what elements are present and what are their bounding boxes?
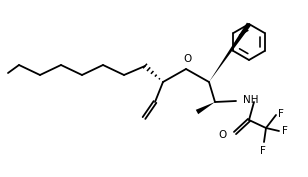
Polygon shape [196, 102, 215, 114]
Text: O: O [183, 54, 191, 64]
Text: F: F [260, 146, 266, 156]
Text: NH: NH [243, 95, 258, 105]
Text: F: F [278, 109, 284, 119]
Text: F: F [282, 126, 288, 136]
Polygon shape [209, 23, 251, 82]
Text: O: O [219, 130, 227, 140]
